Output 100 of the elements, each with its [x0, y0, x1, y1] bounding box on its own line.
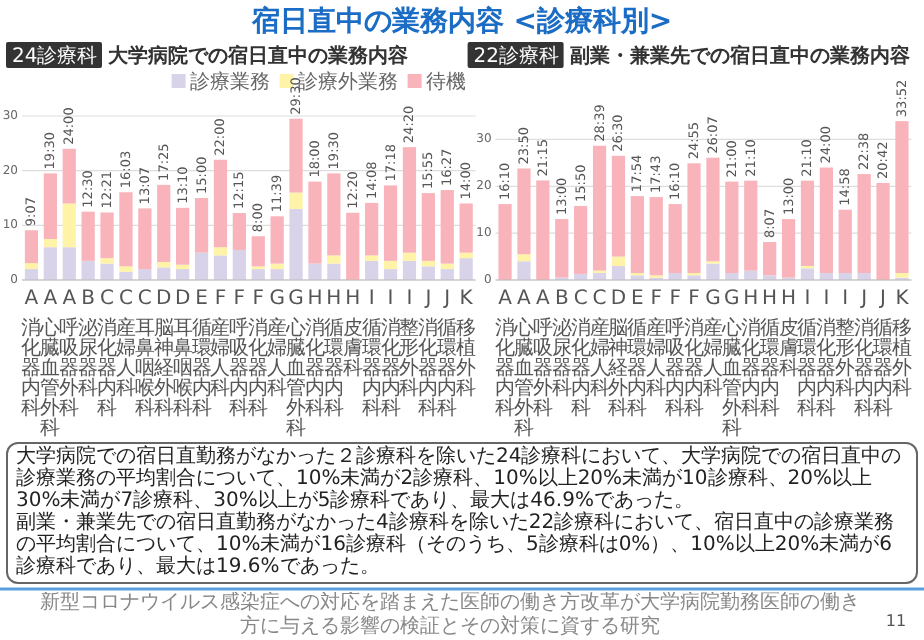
bar: [176, 207, 190, 265]
bar: [24, 263, 39, 270]
bar: [213, 255, 228, 280]
x-tick-label: I 消化器内科: [816, 288, 837, 420]
bar: [421, 266, 435, 280]
bar: [763, 242, 777, 276]
text: 11: [885, 612, 907, 630]
bar: [289, 208, 303, 280]
bar: [43, 173, 57, 239]
bar: [781, 219, 796, 278]
x-tick-label: H 循環器内科: [323, 288, 344, 420]
bar: [157, 261, 171, 268]
bar: [725, 181, 739, 273]
x-tick-label: D 脳神経外科: [151, 288, 174, 420]
x-tick-label: J 消化器内科: [418, 288, 439, 420]
bar: [81, 260, 95, 280]
bar: [838, 209, 852, 273]
x-tick-label: E 循環器内科: [191, 288, 212, 420]
bar: [327, 173, 341, 256]
bar: [421, 193, 435, 261]
bar: [327, 263, 341, 280]
bar: [24, 269, 39, 280]
x-tick-label: K 移植外科: [456, 288, 477, 400]
bar: [251, 269, 265, 280]
bar: [459, 258, 473, 280]
x-tick-label: D 脳神経外科: [606, 288, 629, 420]
chart-subtitle: 大学病院での宿日直中の業務内容: [106, 44, 408, 68]
bar: [232, 249, 246, 280]
x-tick-label: A 心臓血管外科: [38, 288, 61, 440]
bar: [706, 263, 720, 280]
x-tick-label: H 消化器内科: [740, 288, 761, 420]
bar: [232, 213, 246, 250]
bar: [100, 258, 114, 264]
bar: [611, 265, 626, 280]
x-tick-label: H 循環器内科: [759, 288, 780, 420]
bar: [706, 157, 720, 262]
x-tick-label: G 心臓血管外科: [719, 288, 742, 440]
bar: [138, 208, 152, 270]
bar: [270, 216, 284, 264]
bar: [383, 185, 398, 261]
x-tick-label: I 循環器内科: [361, 288, 382, 420]
bar: [649, 197, 663, 276]
x-tick-label: F 呼吸器内科: [665, 288, 686, 420]
bar: [270, 269, 284, 280]
bar: [308, 263, 322, 280]
x-tick-label: G 産婦人科: [267, 288, 288, 400]
bar: [100, 212, 114, 259]
bar: [800, 268, 815, 280]
bar: [327, 255, 341, 264]
x-tick-label: A 呼吸器外科: [59, 288, 80, 420]
bar: [517, 168, 531, 255]
bar: [402, 147, 417, 253]
x-tick-label: H 皮膚科: [778, 288, 799, 380]
x-tick-label: C 産婦人科: [115, 288, 136, 400]
bar: [100, 263, 114, 280]
x-tick-label: F 産婦人科: [210, 288, 231, 400]
bar: [592, 145, 607, 271]
bar: [194, 252, 209, 280]
bar: [876, 183, 890, 280]
bar: [157, 184, 171, 262]
legend-label: 診療業務: [189, 70, 270, 94]
bar: [574, 205, 588, 274]
x-tick-label: I 整形外科: [835, 288, 856, 400]
bar: [213, 159, 228, 248]
bar: [687, 163, 701, 273]
bar: [421, 260, 435, 267]
x-tick-label: J 循環器内科: [437, 288, 458, 420]
bar: [744, 180, 758, 271]
x-tick-label: F 消化器内科: [684, 288, 705, 420]
bar: [383, 260, 398, 270]
bar: [498, 204, 512, 280]
x-tick-label: G 産婦人科: [702, 288, 723, 400]
text: 大学病院での宿日直勤務がなかった２診療科を除いた24診療科において、大学病院での宿日直中の診療業務の平均割合について、10%未満が2診療科、10%以上20%未満が10診療科、20%以上30%未満が7診療科、30%以上が5診療科であり、最大は46.9%であった。: [16, 446, 904, 512]
bar: [270, 263, 284, 270]
bar: [668, 204, 682, 273]
bar: [440, 190, 454, 264]
bar: [857, 174, 871, 273]
bar: [555, 219, 569, 278]
bar: [819, 167, 833, 273]
x-tick-label: C 消化器内科: [570, 288, 591, 420]
bar: [459, 252, 473, 259]
bar: [81, 211, 95, 261]
x-tick-label: G 心臓血管外科: [284, 288, 307, 440]
text: 副業・兼業先での宿日直勤務がなかった4診療科を除いた22診療科において、宿日直中の診療業務の平均割合について、10%未満が16診療科（そのうち、5診療科は0%）、10%以上20%未満が6診療科であり、最大は19.6%であった。: [16, 512, 897, 578]
bar: [459, 203, 473, 253]
x-tick-label: H 皮膚科: [342, 288, 363, 380]
bar: [895, 121, 909, 273]
bar: [213, 247, 228, 256]
bar: [119, 192, 133, 267]
bar: [800, 180, 815, 266]
x-tick-label: C 産婦人科: [589, 288, 610, 400]
x-tick-label: J 循環器内科: [873, 288, 894, 420]
x-tick-label: A 心臓血管外科: [511, 288, 534, 440]
bar: [611, 155, 626, 257]
bar: [62, 247, 76, 280]
x-tick-label: C 耳鼻咽喉科: [134, 288, 155, 420]
bar: [402, 252, 417, 261]
bar: [138, 269, 152, 280]
bar: [119, 271, 133, 280]
bar: [346, 212, 360, 280]
